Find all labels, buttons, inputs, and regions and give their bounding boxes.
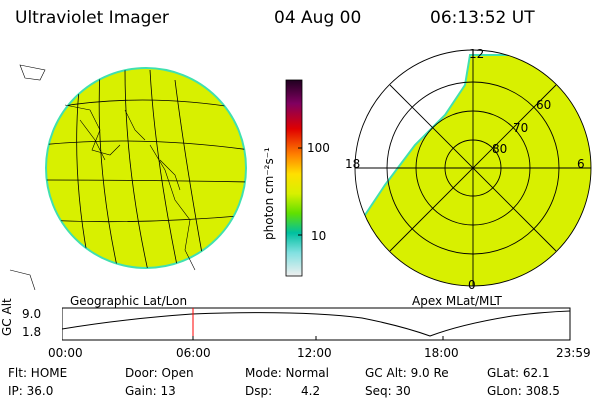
colorbar-unit-label: photon cm⁻²s⁻¹ [262,147,276,240]
mlt-label-0: 0 [468,278,476,292]
geographic-longitude: GLon: 308.5 [487,384,560,398]
mlat-label-70: 70 [513,121,529,135]
ip-value: IP: 36.0 [8,384,54,398]
mlat-label-60: 60 [536,98,552,112]
gc-altitude: GC Alt: 9.0 Re [365,366,449,380]
auroral-emission [355,54,591,286]
altitude-ylabel: GC Alt [0,298,14,336]
geographic-latitude: GLat: 62.1 [487,366,550,380]
mlt-label-6: 6 [577,157,585,171]
instrument-title: Ultraviolet Imager [15,8,169,28]
altitude-timeline [62,307,571,341]
flight-status: Flt: HOME [8,366,68,380]
altitude-tick-9: 9.0 [22,307,42,321]
color-scale-bar [285,79,303,277]
mlat-label-80: 80 [492,142,508,156]
mlt-label-18: 18 [345,157,361,171]
time-tick-0000: 00:00 [48,346,83,360]
sequence-number: Seq: 30 [365,384,411,398]
coastlines [9,64,196,290]
geographic-map [9,64,247,290]
earth-disk [45,67,247,269]
mlt-label-12: 12 [469,47,485,61]
polar-caption: Apex MLat/MLT [412,294,502,308]
gain-value: Gain: 13 [125,384,176,398]
mode-value: Mode: Normal [245,366,329,380]
time-tick-0600: 06:00 [176,346,211,360]
altitude-tick-1-8: 1.8 [22,325,42,339]
colorbar-tick-100: 100 [307,141,330,155]
polar-plot [354,49,592,287]
dsp-value: 4.2 [301,384,321,398]
polar-grid [354,49,592,287]
date-label: 04 Aug 00 [274,8,362,28]
geographic-caption: Geographic Lat/Lon [70,294,188,308]
dsp-label: Dsp: [245,384,273,398]
time-tick-1200: 12:00 [297,346,332,360]
altitude-curve [62,310,571,337]
door-status: Door: Open [125,366,194,380]
time-tick-2359: 23:59 [556,346,591,360]
time-label: 06:13:52 UT [430,8,535,28]
colorbar-tick-10: 10 [311,229,327,243]
time-tick-1800: 18:00 [424,346,459,360]
